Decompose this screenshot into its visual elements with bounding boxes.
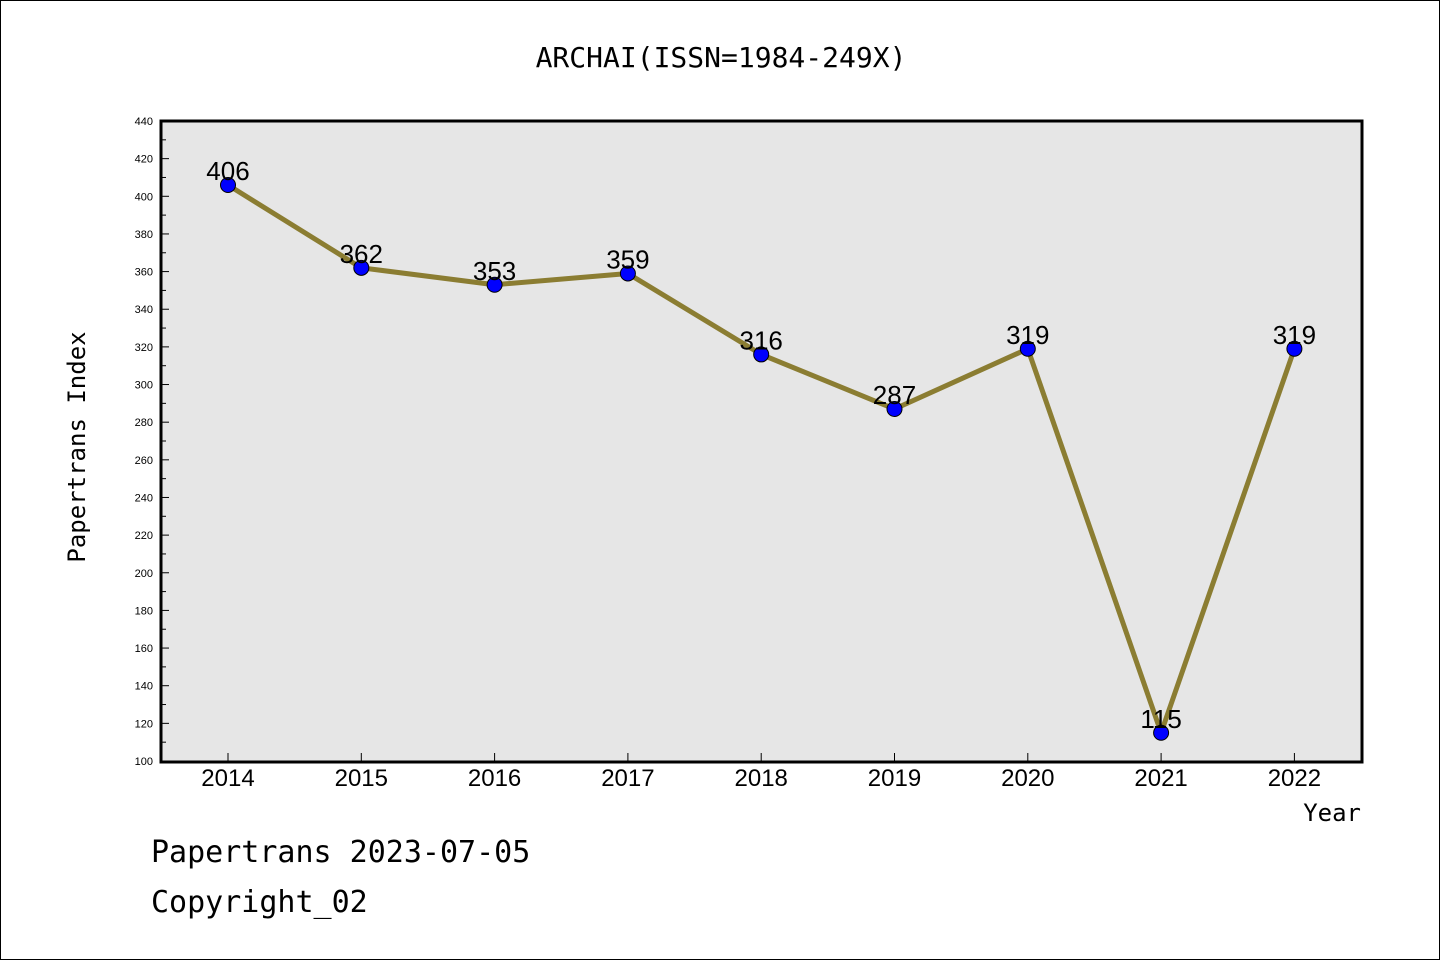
x-tick-label: 2021: [1134, 765, 1187, 792]
data-label: 406: [206, 156, 249, 186]
data-point: [753, 346, 770, 363]
x-tick-label: 2022: [1268, 765, 1321, 792]
x-tick-label: 2014: [201, 765, 254, 792]
y-tick-label: 180: [135, 605, 153, 617]
y-tick-label: 240: [135, 492, 153, 504]
data-label: 287: [873, 380, 916, 410]
x-tick-label: 2017: [601, 765, 654, 792]
x-tick-label: 2020: [1001, 765, 1054, 792]
chart-title: ARCHAI(ISSN=1984-249X): [536, 41, 907, 74]
data-point: [1153, 724, 1170, 741]
data-label: 115: [1140, 704, 1181, 734]
footer-copyright-text: Copyright_02: [151, 885, 368, 920]
y-tick-label: 280: [135, 417, 153, 429]
y-tick-label: 120: [135, 718, 153, 730]
y-tick-label: 220: [135, 530, 153, 542]
data-label: 316: [740, 325, 783, 355]
data-point: [1019, 340, 1036, 357]
series-layer: 406 362 353 359 316 287 319 115 319: [206, 156, 1316, 741]
x-tick-label: 2016: [468, 765, 521, 792]
plot-area: [159, 119, 1364, 764]
y-tick-label: 420: [135, 154, 153, 166]
data-point: [886, 401, 903, 417]
y-tick-label: 200: [135, 568, 153, 580]
x-tick-label: 2015: [335, 765, 388, 792]
y-tick-label: 260: [135, 455, 153, 467]
data-label: 353: [473, 256, 516, 286]
y-tick-label: 320: [135, 342, 153, 354]
y-tick-label: 300: [135, 380, 153, 392]
data-point: [353, 259, 370, 276]
data-point: [486, 276, 503, 293]
data-label: 319: [1273, 320, 1316, 350]
y-tick-label: 400: [135, 191, 153, 203]
footer-date-text: Papertrans 2023-07-05: [151, 835, 531, 870]
y-tick-label: 340: [135, 304, 153, 316]
y-tick-label: 380: [135, 229, 153, 241]
y-axis-label: Papertrans Index: [63, 331, 91, 562]
y-tick-label: 140: [135, 681, 153, 693]
data-label: 362: [340, 239, 383, 269]
data-label: 359: [606, 244, 649, 274]
data-label: 319: [1006, 320, 1049, 350]
y-axis: 100 120 140 160 180 200 220 240 260 280 300 320 340 3…: [135, 116, 169, 768]
data-point: [619, 265, 636, 282]
y-tick-label: 160: [135, 643, 153, 655]
y-tick-label: 100: [135, 756, 153, 768]
y-tick-label: 360: [135, 267, 153, 279]
y-tick-label: 440: [135, 116, 153, 128]
x-tick-label: 2019: [868, 765, 921, 792]
x-axis-label: Year: [1303, 799, 1361, 827]
data-point: [220, 177, 236, 193]
x-tick-label: 2018: [735, 765, 788, 792]
data-point: [1286, 340, 1303, 357]
x-axis: 2014 2015 2016 2017 2018 2019 2020 2021 2022: [201, 753, 1321, 792]
